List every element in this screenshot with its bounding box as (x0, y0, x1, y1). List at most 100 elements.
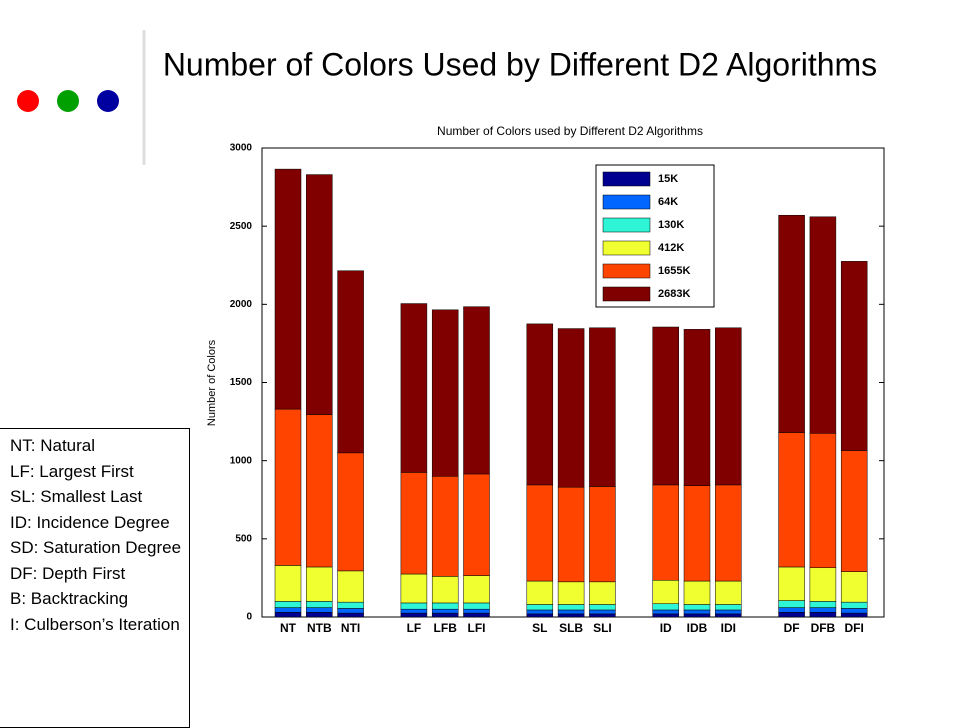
bar-segment (809, 607, 837, 613)
note: DF: Depth First (10, 563, 126, 583)
bar-segment (274, 168, 302, 410)
bar-segment (809, 601, 837, 608)
bar-segment (526, 613, 554, 618)
legend-swatch (602, 194, 651, 210)
bar-segment (715, 609, 742, 615)
x-tick-label: LFB (434, 621, 458, 635)
bar-segment (526, 484, 554, 582)
note: NT: Natural (10, 436, 96, 455)
note: LF: Largest First (10, 461, 134, 481)
legend-swatch (602, 263, 651, 279)
bar-segment (652, 326, 679, 486)
bar-segment (400, 303, 428, 473)
slide-title: Number of Colors Used by Different D2 Al… (163, 46, 877, 82)
bar-segment (715, 327, 742, 486)
bar-segment (557, 604, 585, 611)
bar-segment (557, 486, 585, 583)
x-tick-label: LF (407, 621, 422, 635)
bar-segment (589, 327, 616, 487)
bar-segment (809, 567, 837, 602)
y-tick-label: 2500 (230, 221, 253, 232)
bar-segment (463, 575, 490, 604)
bar-segment (463, 612, 490, 618)
bar-segment (683, 485, 711, 582)
bar-segment (337, 601, 364, 609)
legend-label: 2683K (658, 288, 690, 300)
bar-segment (809, 216, 837, 434)
bar-segment (337, 612, 364, 618)
bar-segment (463, 602, 490, 610)
decor-dot (17, 90, 39, 112)
y-tick-label: 1500 (230, 377, 253, 388)
bar-segment (652, 609, 679, 615)
bar-segment (274, 607, 302, 613)
bar-segment (715, 613, 742, 618)
decor-dot (97, 90, 119, 112)
bar-segment (463, 608, 490, 614)
notes-box: NT: Natural LF: Largest First SL: Smallest… (0, 428, 190, 728)
note: SD: Saturation Degree (10, 538, 182, 557)
x-tick-label: LFI (468, 621, 486, 635)
y-tick-label: 3000 (230, 143, 253, 154)
bar-segment (557, 328, 585, 488)
x-tick-label: SLB (559, 621, 583, 635)
y-tick-label: 0 (246, 612, 252, 623)
bar-segment (274, 565, 302, 602)
bar-segment (652, 580, 679, 604)
bar-segment (557, 613, 585, 618)
y-tick-label: 2000 (230, 299, 253, 310)
bar-segment (306, 607, 333, 613)
note: I: Culberson’s Iteration (10, 614, 180, 634)
x-tick-label: NTI (341, 621, 360, 635)
y-tick-label: 1000 (230, 455, 253, 466)
bar-segment (840, 261, 868, 451)
x-tick-label: DFI (845, 621, 864, 635)
bar-segment (715, 580, 742, 605)
bar-segment (400, 608, 428, 614)
bar-segment (652, 484, 679, 581)
bar-segment (652, 613, 679, 618)
legend-label: 412K (658, 242, 684, 254)
bar-segment (778, 600, 805, 608)
legend-label: 64K (658, 196, 678, 208)
x-tick-label: IDI (721, 621, 736, 635)
bar-segment (683, 613, 711, 618)
bar-segment (431, 576, 459, 604)
bar-segment (715, 484, 742, 582)
bar-segment (778, 432, 805, 568)
bar-segment (400, 612, 428, 618)
bar-segment (463, 473, 490, 576)
bar-segment (778, 566, 805, 601)
bar-segment (431, 612, 459, 618)
x-tick-label: DF (784, 621, 800, 635)
bar-segment (463, 306, 490, 475)
legend-swatch (602, 217, 651, 233)
bar-segment (431, 608, 459, 614)
bar-segment (778, 612, 805, 618)
bar-segment (840, 450, 868, 572)
bar-segment (337, 452, 364, 572)
bar-segment (589, 486, 616, 583)
decor-dot (57, 90, 79, 112)
bar-segment (431, 476, 459, 577)
bar-segment (526, 609, 554, 615)
bar-segment (526, 323, 554, 486)
bar-segment (683, 329, 711, 486)
bar-segment (589, 604, 616, 611)
legend-label: 130K (658, 219, 684, 231)
bar-segment (809, 612, 837, 618)
bar-segment (431, 602, 459, 610)
bar-segment (274, 408, 302, 566)
chart-title: Number of Colors used by Different D2 Al… (437, 124, 703, 138)
bar-segment (589, 609, 616, 615)
x-tick-label: ID (660, 621, 672, 635)
legend-box (595, 164, 715, 308)
bar-segment (840, 571, 868, 603)
bar-segment (306, 601, 333, 608)
bar-segment (337, 570, 364, 603)
bar-segment (400, 573, 428, 604)
bar-segment (652, 603, 679, 611)
legend-swatch (602, 171, 651, 187)
x-tick-label: NTB (307, 621, 332, 635)
